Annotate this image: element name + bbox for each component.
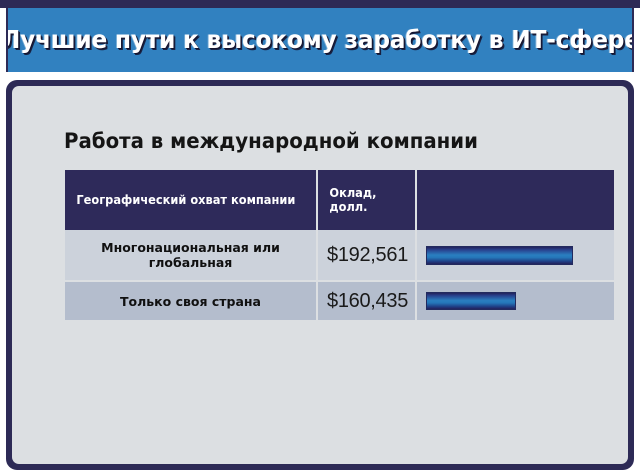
row-scope-label: Многонациональная или глобальная	[65, 230, 318, 282]
salary-bar	[426, 292, 516, 310]
content-panel-frame: Работа в международной компании Географи…	[6, 80, 634, 470]
salary-bar	[426, 245, 573, 265]
table-row: Только своя страна $160,435	[65, 281, 614, 322]
section-title: Работа в международной компании	[64, 129, 478, 153]
row-scope-label: Только своя страна	[65, 281, 318, 322]
row-bar-cell	[416, 281, 614, 322]
column-header-bar	[416, 170, 614, 230]
row-salary-value: $192,561	[317, 230, 417, 282]
column-header-salary-label: Оклад, долл.	[329, 186, 377, 214]
column-header-salary: Оклад, долл.	[317, 170, 417, 230]
column-header-scope: Географический охват компании	[65, 170, 318, 230]
page-title: Лучшие пути к высокому заработку в ИТ-сф…	[6, 25, 634, 54]
table-row: Многонациональная или глобальная $192,56…	[65, 230, 614, 282]
table-header-row: Географический охват компании Оклад, дол…	[65, 170, 614, 230]
title-banner: Лучшие пути к высокому заработку в ИТ-сф…	[6, 8, 634, 72]
content-panel: Работа в международной компании Географи…	[12, 86, 628, 464]
top-border-strip	[0, 0, 640, 8]
row-bar-cell	[416, 230, 614, 282]
salary-table: Географический охват компании Оклад, дол…	[65, 170, 614, 322]
row-salary-value: $160,435	[317, 281, 417, 322]
column-header-scope-label: Географический охват компании	[76, 193, 296, 207]
